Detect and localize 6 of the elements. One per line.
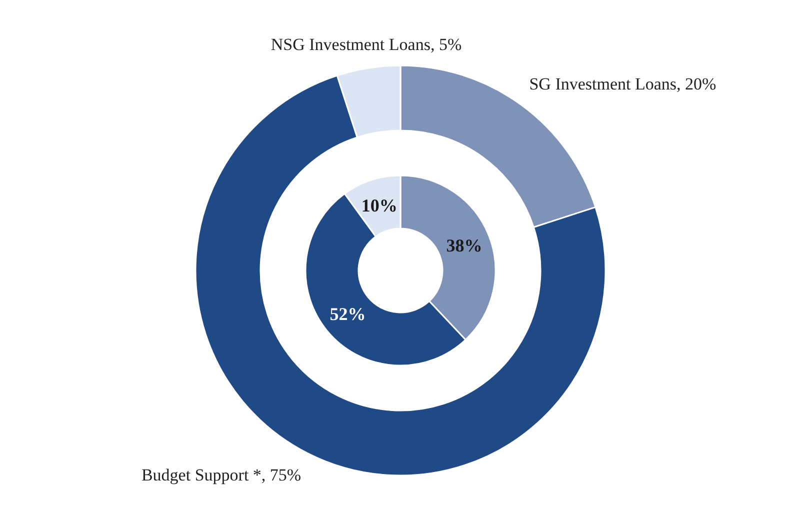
slice-label: NSG Investment Loans, 5% bbox=[270, 35, 462, 54]
slice-label: Budget Support *, 75% bbox=[141, 466, 302, 485]
data-label: 10% bbox=[361, 195, 398, 216]
data-label: 38% bbox=[446, 235, 482, 256]
data-label: 52% bbox=[330, 304, 366, 324]
slice-label: SG Investment Loans, 20% bbox=[529, 74, 716, 94]
